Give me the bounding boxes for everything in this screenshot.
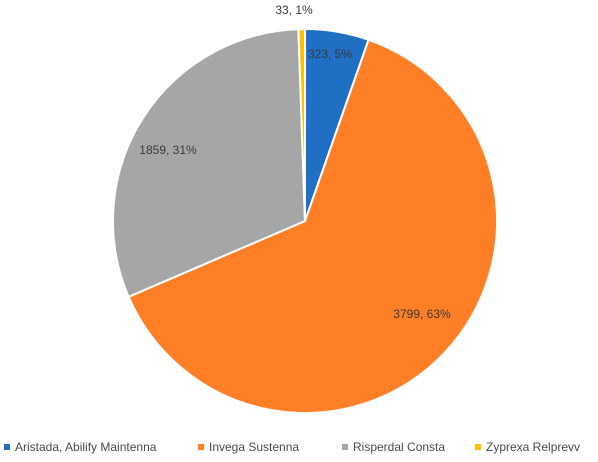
- pie-slice-risperdal-consta: [112, 28, 307, 299]
- data-label-risperdal-consta: 1859, 31%: [139, 143, 197, 157]
- data-label-invega-sustenna: 3799, 63%: [393, 307, 451, 321]
- legend: Aristada, Abilify Maintenna Invega Susten…: [4, 440, 580, 454]
- legend-marker-risperdal-consta: [342, 444, 348, 450]
- legend-label-risperdal-consta: Risperdal Consta: [353, 440, 445, 454]
- legend-label-invega-sustenna: Invega Sustenna: [209, 440, 299, 454]
- legend-label-aristada-abilify-maintenna: Aristada, Abilify Maintenna: [15, 440, 157, 454]
- legend-marker-zyprexa-relprevv: [475, 444, 481, 450]
- legend-marker-aristada-abilify-maintenna: [4, 444, 10, 450]
- pie-slices: [112, 27, 498, 414]
- legend-label-zyprexa-relprevv: Zyprexa Relprevv: [486, 440, 580, 454]
- data-labels: 323, 5% 3799, 63% 1859, 31% 33, 1%: [139, 3, 451, 321]
- data-label-aristada-abilify-maintenna: 323, 5%: [308, 47, 352, 61]
- data-label-zyprexa-relprevv: 33, 1%: [275, 3, 313, 17]
- pie-slice-zyprexa-relprevv: [297, 27, 306, 222]
- legend-marker-invega-sustenna: [198, 444, 204, 450]
- pie-slice-invega-sustenna: [127, 38, 498, 414]
